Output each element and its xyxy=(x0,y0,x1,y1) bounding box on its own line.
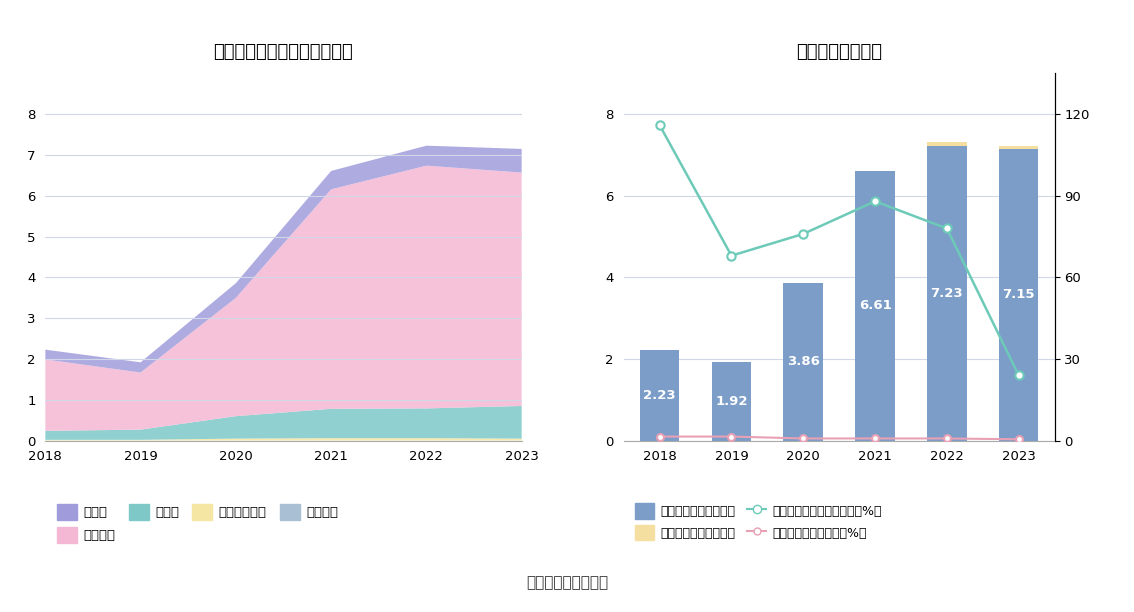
Legend: 存货账面价值（亿元）, 存货跌价准备（亿元）, 右轴：存货占净资产比例（%）, 右轴：存货计提比例（%）: 存货账面价值（亿元）, 存货跌价准备（亿元）, 右轴：存货占净资产比例（%）, … xyxy=(631,498,887,545)
Title: 近年存货变化堆积图（亿元）: 近年存货变化堆积图（亿元） xyxy=(213,43,354,61)
Bar xyxy=(999,146,1039,149)
Title: 历年存货变动情况: 历年存货变动情况 xyxy=(796,43,882,61)
Bar xyxy=(712,362,751,441)
Bar xyxy=(784,283,823,441)
Legend: 原材料, 库存商品, 在产品, 委托加工材料, 发出商品: 原材料, 库存商品, 在产品, 委托加工材料, 发出商品 xyxy=(52,499,344,548)
Text: 1.92: 1.92 xyxy=(716,395,747,408)
Bar xyxy=(855,171,895,441)
Text: 3.86: 3.86 xyxy=(787,356,820,368)
Text: 2.23: 2.23 xyxy=(643,389,676,401)
Bar xyxy=(928,146,966,441)
Bar xyxy=(640,349,679,441)
Bar xyxy=(999,149,1039,441)
Bar xyxy=(928,141,966,146)
Text: 7.23: 7.23 xyxy=(931,286,963,300)
Text: 6.61: 6.61 xyxy=(858,299,891,312)
Text: 7.15: 7.15 xyxy=(1002,288,1035,301)
Text: 数据来源：恒生聚源: 数据来源：恒生聚源 xyxy=(526,575,608,591)
